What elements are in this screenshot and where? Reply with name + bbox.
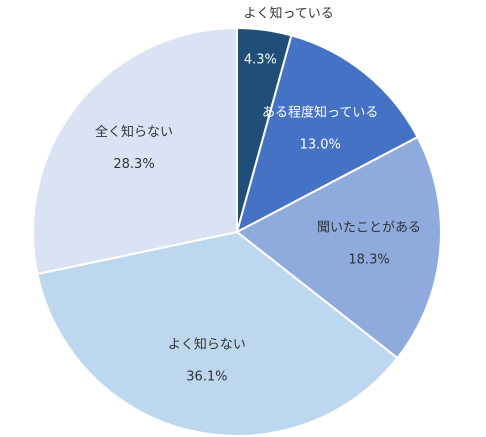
slice-label: よく知らない [168, 337, 246, 353]
slice-label: ある程度知っている [262, 104, 378, 120]
slice-label: 全く知らない [95, 124, 173, 140]
value-label: 13.0% [300, 137, 341, 152]
value-label: 28.3% [113, 157, 154, 172]
slice-label: 聞いたことがある [317, 221, 421, 236]
pie-slice [235, 34, 419, 234]
pie-slice [235, 135, 442, 360]
value-label: 36.1% [186, 370, 227, 385]
pie-slice [32, 26, 238, 276]
pie-slice [36, 230, 399, 437]
slice-label: よく知っている [243, 6, 333, 22]
value-label: 18.3% [348, 253, 389, 268]
value-label: 4.3% [244, 53, 277, 68]
